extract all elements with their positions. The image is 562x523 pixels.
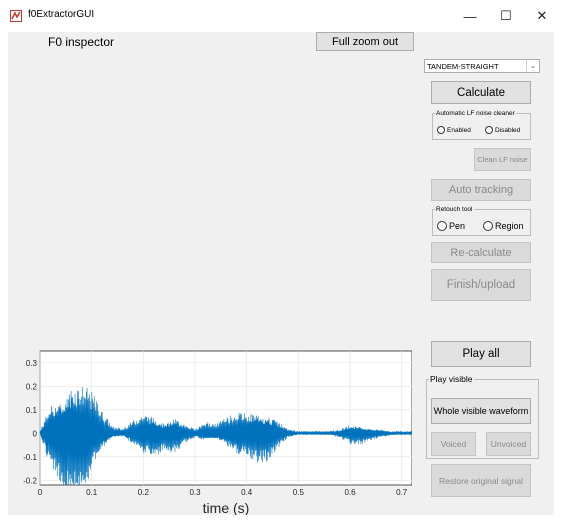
play-all-button[interactable]: Play all bbox=[431, 341, 531, 367]
y-tick-label: 0 bbox=[33, 429, 38, 438]
radio-pen[interactable]: Pen bbox=[437, 221, 465, 231]
chevron-down-icon: ⌄ bbox=[526, 60, 539, 72]
radio-unselected-icon bbox=[485, 126, 493, 134]
matlab-app-icon bbox=[10, 10, 22, 22]
radio-unselected-icon bbox=[483, 221, 493, 231]
method-dropdown-value: TANDEM-STRAIGHT bbox=[427, 61, 499, 71]
play-visible-group: Play visible Whole visible waveform Voic… bbox=[426, 374, 539, 459]
maximize-button[interactable]: ☐ bbox=[500, 8, 512, 23]
y-tick-label: -0.2 bbox=[23, 476, 37, 485]
radio-disabled-label: Disabled bbox=[495, 126, 521, 134]
title-bar: f0ExtractorGUI — ☐ ✕ bbox=[0, 0, 562, 32]
y-tick-label: -0.1 bbox=[23, 453, 37, 462]
window-title: f0ExtractorGUI bbox=[28, 9, 95, 20]
y-tick-label: 0.3 bbox=[26, 359, 38, 368]
radio-disabled[interactable]: Disabled bbox=[485, 126, 520, 134]
play-visible-title: Play visible bbox=[429, 374, 474, 384]
x-axis-label: time (s) bbox=[203, 500, 250, 515]
radio-region[interactable]: Region bbox=[483, 221, 524, 231]
unvoiced-button[interactable]: Unvoiced bbox=[486, 432, 531, 456]
radio-enabled[interactable]: Enabled bbox=[437, 126, 471, 134]
x-tick-label: 0 bbox=[38, 488, 43, 497]
y-tick-label: 0.1 bbox=[26, 406, 38, 415]
x-tick-label: 0.3 bbox=[189, 488, 201, 497]
plot-ticks: 0 0.1 0.2 0.3 0.4 0.5 0.6 0.7 0.3 0.2 0.1 0 -0.1 -0.2 bbox=[23, 359, 408, 497]
lf-noise-cleaner-title: Automatic LF noise cleaner bbox=[435, 110, 516, 117]
restore-original-signal-button[interactable]: Restore original signal bbox=[431, 464, 531, 497]
voiced-button[interactable]: Voiced bbox=[431, 432, 476, 456]
close-button[interactable]: ✕ bbox=[536, 8, 548, 23]
waveform-line bbox=[39, 387, 412, 486]
x-tick-label: 0.6 bbox=[344, 488, 356, 497]
x-tick-label: 0.5 bbox=[293, 488, 305, 497]
clean-lf-noise-button[interactable]: Clean LF noise bbox=[474, 148, 531, 171]
full-zoom-out-button[interactable]: Full zoom out bbox=[316, 32, 414, 51]
radio-pen-label: Pen bbox=[449, 221, 466, 231]
x-tick-label: 0.1 bbox=[86, 488, 98, 497]
lf-noise-cleaner-group: Automatic LF noise cleaner Enabled Disab… bbox=[432, 110, 531, 140]
x-tick-label: 0.7 bbox=[396, 488, 408, 497]
method-dropdown[interactable]: TANDEM-STRAIGHT ⌄ bbox=[424, 59, 540, 73]
auto-tracking-button[interactable]: Auto tracking bbox=[431, 179, 531, 201]
f0-inspector-label: F0 inspector bbox=[48, 35, 115, 49]
retouch-tool-title: Retouch tool bbox=[435, 206, 474, 213]
waveform-plot[interactable]: 0 0.1 0.2 0.3 0.4 0.5 0.6 0.7 0.3 0.2 0.1 0 -0.1 -0.2… bbox=[18, 345, 412, 515]
finish-upload-button[interactable]: Finish/upload bbox=[431, 269, 531, 301]
minimize-button[interactable]: — bbox=[463, 8, 477, 24]
radio-region-label: Region bbox=[495, 221, 524, 231]
whole-visible-waveform-button[interactable]: Whole visible waveform bbox=[431, 398, 531, 424]
radio-selected-icon bbox=[437, 221, 447, 231]
x-tick-label: 0.4 bbox=[241, 488, 253, 497]
y-tick-label: 0.2 bbox=[26, 382, 38, 391]
calculate-button[interactable]: Calculate bbox=[431, 81, 531, 104]
radio-enabled-label: Enabled bbox=[447, 126, 471, 134]
re-calculate-button[interactable]: Re-calculate bbox=[431, 242, 531, 263]
x-tick-label: 0.2 bbox=[138, 488, 150, 497]
radio-selected-icon bbox=[437, 126, 445, 134]
retouch-tool-group: Retouch tool Pen Region bbox=[432, 206, 531, 236]
